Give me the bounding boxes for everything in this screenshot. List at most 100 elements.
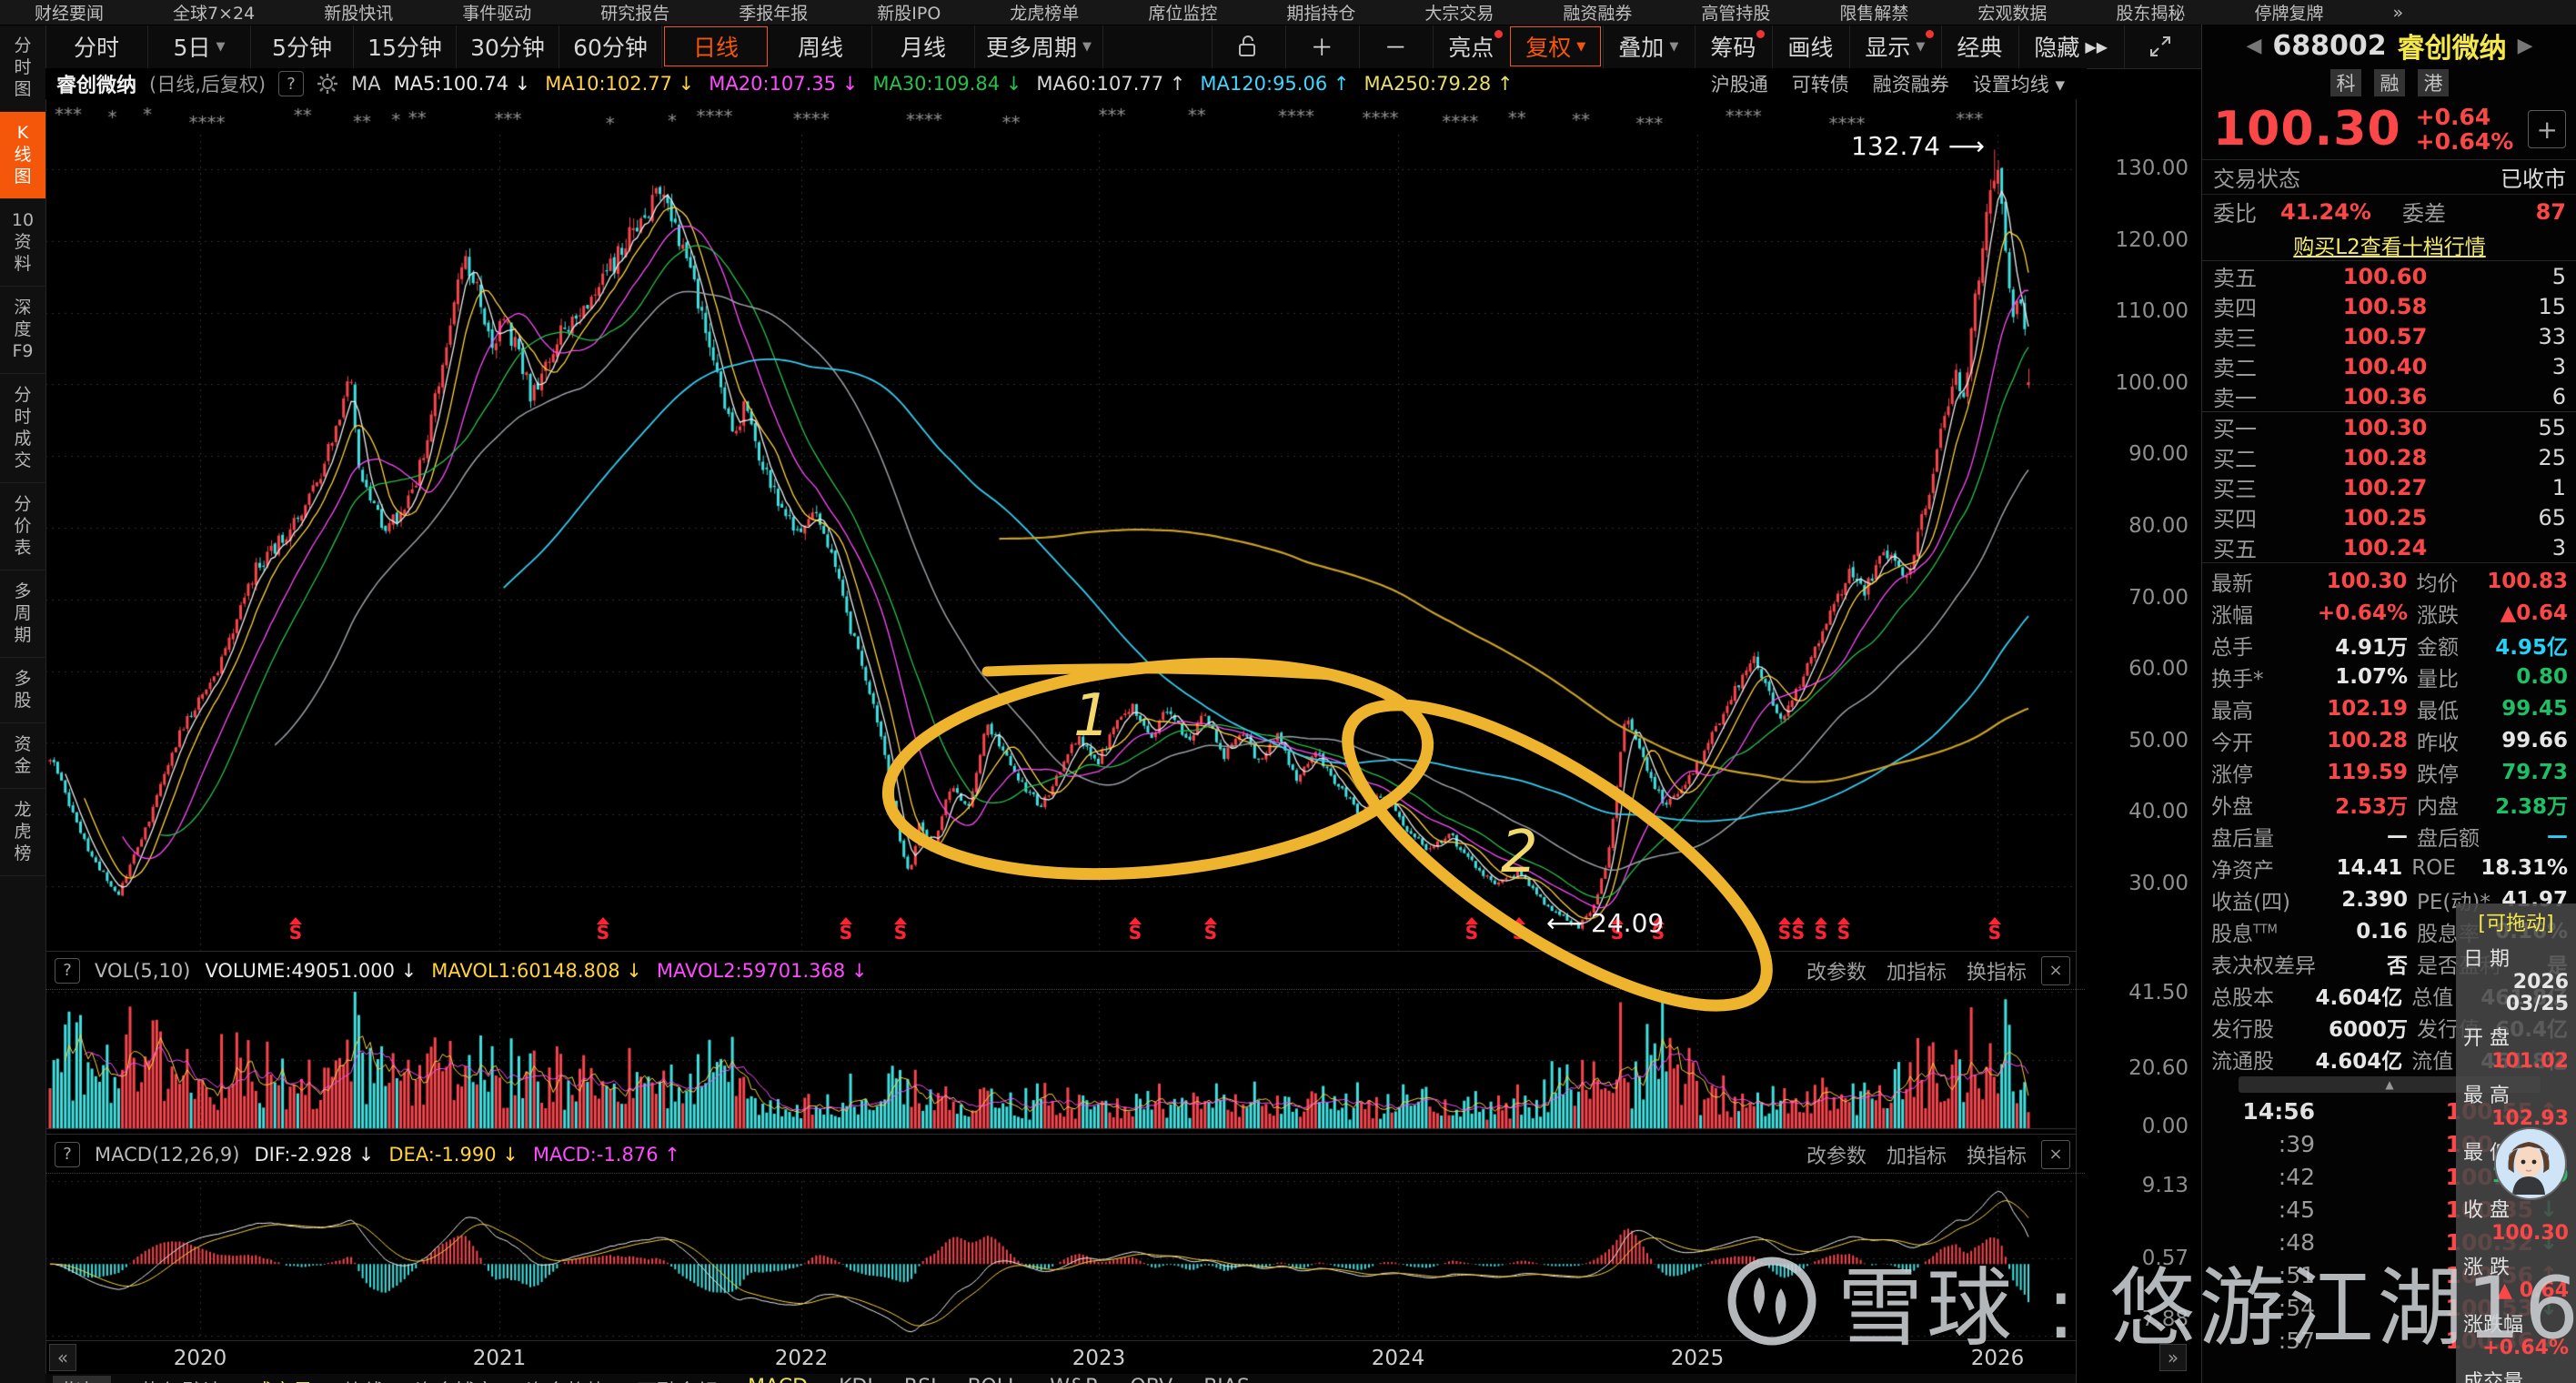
l2-buy-link[interactable]: 购买L2查看十档行情 [2293,235,2486,259]
bottom-indicator-KDJ[interactable]: KDJ [839,1376,873,1383]
period-button-日线[interactable]: 日线 [664,26,768,66]
period-button-15分钟[interactable]: 15分钟 [354,25,457,68]
header-link-沪股通[interactable]: 沪股通 [1710,74,1768,96]
sidebar-item-多周期[interactable]: 多周期 [0,570,45,658]
ask-row[interactable]: 卖一 100.36 6 [2202,381,2576,412]
bottom-indicator-OBV[interactable]: OBV [1130,1376,1172,1383]
bottom-indicator-均线[interactable]: 均线 [344,1376,384,1383]
tool-button-亮点[interactable]: 亮点 [1433,25,1508,68]
menu-item-停牌复牌[interactable]: 停牌复牌 [2254,4,2324,24]
menu-item-限售解禁[interactable]: 限售解禁 [1839,4,1909,24]
ask-row[interactable]: 卖四 100.58 15 [2202,291,2576,322]
dividend-icon[interactable]: S [835,917,857,942]
period-button-分时[interactable]: 分时 [45,25,148,68]
scroll-right-button[interactable]: » [2159,1344,2187,1371]
sidebar-item-10资料[interactable]: 10 资料 [0,199,45,287]
sidebar-item-资金[interactable]: 资金 [0,723,45,789]
period-button-月线[interactable]: 月线 [872,25,975,68]
period-button-周线[interactable]: 周线 [770,25,872,68]
dividend-icon[interactable]: S [1774,917,1796,942]
fullscreen-icon[interactable] [2124,25,2196,68]
dividend-icon[interactable]: S [1508,917,1530,942]
menu-item-席位监控[interactable]: 席位监控 [1148,4,1218,24]
ask-row[interactable]: 卖二 100.40 3 [2202,351,2576,382]
action-改参数[interactable]: 改参数 [1806,1145,1867,1168]
tool-button-复权[interactable]: 复权 ▼ [1510,26,1602,66]
menu-item-股东揭秘[interactable]: 股东揭秘 [2116,4,2186,24]
ask-row[interactable]: 卖五 100.60 5 [2202,261,2576,292]
help-icon[interactable]: ? [55,957,80,984]
menu-item-期指持仓[interactable]: 期指持仓 [1286,4,1356,24]
zoom-in-button[interactable]: ＋ [1285,25,1357,68]
bottom-indicator-资金趋势[interactable]: 资金趋势 [526,1376,606,1383]
bottom-indicator-W&R[interactable]: W&R [1050,1376,1099,1383]
action-换指标[interactable]: 换指标 [1966,1145,2027,1168]
dividend-icon[interactable]: S [1461,917,1483,942]
period-button-30分钟[interactable]: 30分钟 [457,25,559,68]
help-icon[interactable]: ? [278,71,305,96]
menu-item-新股IPO[interactable]: 新股IPO [877,4,941,24]
period-button-5分钟[interactable]: 5分钟 [251,25,354,68]
bid-row[interactable]: 买一 100.30 55 [2202,412,2576,443]
menu-item-事件驱动[interactable]: 事件驱动 [462,4,532,24]
bottom-indicator-恢复默认[interactable]: 恢复默认 [142,1376,222,1383]
menu-item-宏观数据[interactable]: 宏观数据 [1977,4,2048,24]
tool-button-叠加[interactable]: 叠加 ▼ [1603,25,1693,68]
next-stock-icon[interactable]: ▶ [2517,34,2533,57]
bottom-indicator-资金博弈[interactable]: 资金博弈 [415,1376,495,1383]
action-换指标[interactable]: 换指标 [1966,961,2027,984]
prev-stock-icon[interactable]: ◀ [2246,34,2262,57]
close-icon[interactable]: × [2041,1139,2070,1169]
gear-icon[interactable] [317,73,338,95]
lock-icon[interactable] [1212,25,1283,68]
menu-item-季报年报[interactable]: 季报年报 [739,4,809,24]
menu-item-»[interactable]: » [2392,2,2404,23]
tool-button-画线[interactable]: 画线 [1772,25,1847,68]
sidebar-item-龙虎榜[interactable]: 龙虎榜 [0,789,45,876]
menu-item-全球7×24[interactable]: 全球7×24 [173,4,256,24]
bottom-indicator-BIAS[interactable]: BIAS [1203,1376,1250,1383]
bottom-indicator-指标[interactable]: 指标 [53,1376,112,1383]
bid-row[interactable]: 买五 100.24 3 [2202,532,2576,563]
action-加指标[interactable]: 加指标 [1886,1145,1947,1168]
zoom-out-button[interactable]: － [1359,25,1431,68]
menu-item-新股快讯[interactable]: 新股快讯 [324,4,394,24]
tool-button-筹码[interactable]: 筹码 [1695,25,1770,68]
scroll-left-button[interactable]: « [49,1344,76,1371]
action-加指标[interactable]: 加指标 [1886,961,1947,984]
dividend-icon[interactable]: S [285,917,307,942]
bottom-indicator-成交量[interactable]: 成交量 [253,1376,313,1383]
action-改参数[interactable]: 改参数 [1806,961,1867,984]
bid-row[interactable]: 买三 100.27 1 [2202,472,2576,503]
sidebar-item-多股[interactable]: 多股 [0,658,45,723]
tool-button-经典[interactable]: 经典 [1941,25,2017,68]
drag-handle[interactable]: [可拖动] [2478,913,2554,935]
close-icon[interactable]: × [2041,955,2070,985]
header-link-融资融券[interactable]: 融资融券 [1872,74,1949,96]
dividend-icon[interactable]: S [1124,917,1146,942]
menu-item-研究报告[interactable]: 研究报告 [600,4,670,24]
dividend-icon[interactable]: S [1984,917,2006,942]
sidebar-item-分时图[interactable]: 分时图 [0,25,45,112]
menu-item-高管持股[interactable]: 高管持股 [1701,4,1771,24]
ma-group-label[interactable]: MA [351,73,381,95]
dividend-icon[interactable]: S [592,917,614,942]
sidebar-item-深度F9[interactable]: 深度 F9 [0,287,45,374]
bottom-indicator-两融余额[interactable]: 两融余额 [637,1376,717,1383]
bid-row[interactable]: 买四 100.25 65 [2202,502,2576,533]
tool-button-显示[interactable]: 显示 ▼ [1849,25,1939,68]
ask-row[interactable]: 卖三 100.57 33 [2202,321,2576,352]
period-button-更多周期[interactable]: 更多周期 ▼ [975,25,1104,68]
tool-button-隐藏[interactable]: 隐藏 ▶▶ [2018,25,2122,68]
add-to-watchlist-button[interactable]: + [2528,110,2566,148]
menu-item-融资融券[interactable]: 融资融券 [1563,4,1633,24]
period-button-5日[interactable]: 5日 ▼ [148,25,251,68]
sidebar-item-分时成交[interactable]: 分时成交 [0,374,45,483]
bottom-indicator-MACD[interactable]: MACD [748,1376,808,1383]
menu-item-大宗交易[interactable]: 大宗交易 [1424,4,1494,24]
header-link-可转债[interactable]: 可转债 [1791,74,1849,96]
bottom-indicator-RSI[interactable]: RSI [904,1376,937,1383]
dividend-icon[interactable]: S [1200,917,1222,942]
help-icon[interactable]: ? [55,1141,80,1167]
